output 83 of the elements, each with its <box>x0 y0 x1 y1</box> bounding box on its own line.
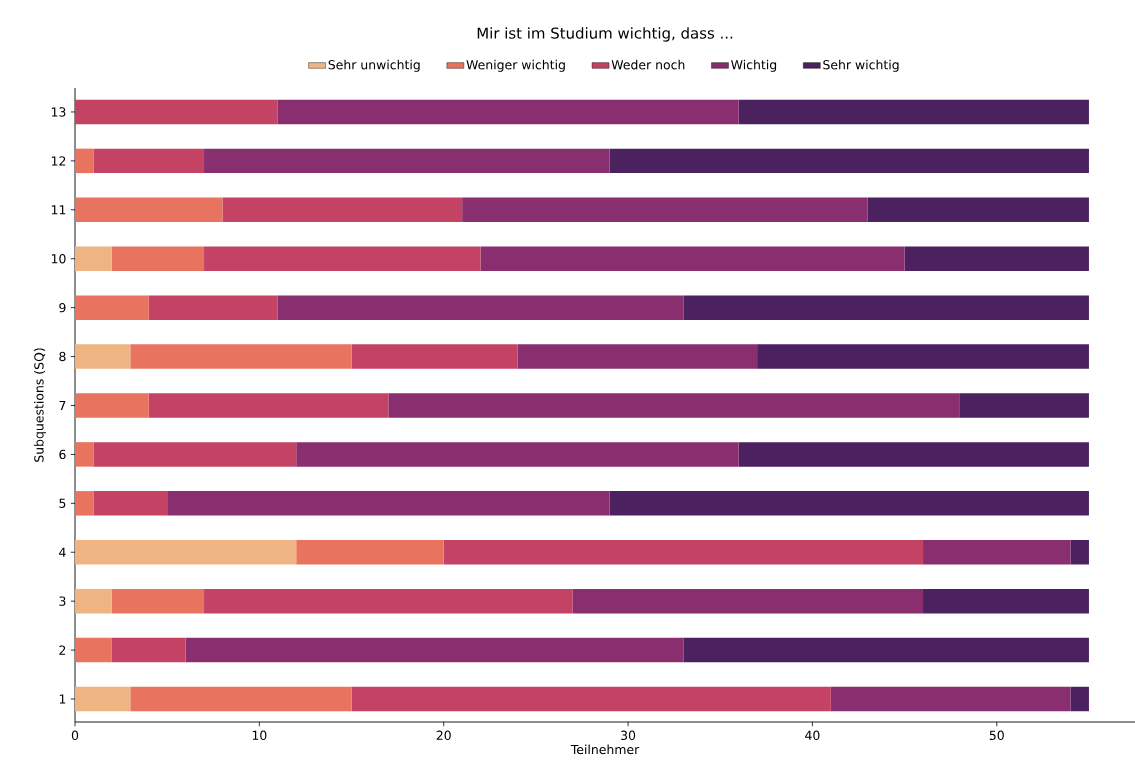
bar <box>75 588 112 614</box>
bar <box>480 246 905 271</box>
legend-label: Wichtig <box>731 59 777 72</box>
y-tick-label: 10 <box>51 254 66 264</box>
bar <box>75 540 297 565</box>
bar <box>572 588 924 614</box>
y-tick-label: 3 <box>59 596 66 606</box>
y-axis-title: Subquestions (SQ) <box>33 348 47 462</box>
bar <box>93 148 205 174</box>
bar <box>111 637 186 663</box>
x-axis-title: Teilnehmer <box>570 744 640 755</box>
bar <box>75 246 112 271</box>
bar <box>959 393 1089 418</box>
y-tick-label: 4 <box>59 547 66 557</box>
bar <box>296 540 444 565</box>
bar <box>130 686 352 712</box>
bar <box>388 393 960 418</box>
bar <box>683 295 1089 320</box>
bar <box>923 588 1089 614</box>
bar <box>75 99 278 125</box>
bar <box>75 491 94 516</box>
bar <box>75 197 223 223</box>
bar <box>609 148 1089 174</box>
bar <box>757 344 1089 369</box>
bar <box>609 491 1089 516</box>
bar <box>111 588 205 614</box>
bar <box>148 393 389 418</box>
bar <box>443 540 924 565</box>
y-tick-label: 9 <box>59 302 66 313</box>
bar <box>93 491 168 516</box>
legend-label: Sehr unwichtig <box>328 59 420 72</box>
y-tick-label: 2 <box>59 645 66 655</box>
bar <box>904 246 1089 271</box>
bar <box>111 246 205 271</box>
bar <box>130 344 352 369</box>
bar <box>683 637 1089 663</box>
x-tick-label: 40 <box>805 730 820 741</box>
bar <box>204 588 573 614</box>
bar <box>517 344 758 369</box>
bar <box>351 344 518 369</box>
bar <box>93 442 297 467</box>
x-tick-label: 0 <box>71 730 79 741</box>
bar <box>75 148 94 174</box>
bar <box>75 295 149 320</box>
bar <box>277 295 684 320</box>
bar <box>75 686 131 712</box>
bar <box>1070 540 1089 565</box>
bar <box>75 393 149 418</box>
bar <box>830 686 1071 712</box>
x-tick-label: 20 <box>436 730 451 741</box>
bar <box>277 99 739 125</box>
bar <box>75 637 112 663</box>
legend-label: Weniger wichtig <box>466 59 565 72</box>
y-tick-label: 1 <box>59 694 66 704</box>
legend-label: Weder noch <box>611 59 685 70</box>
bar <box>296 442 739 467</box>
bar <box>75 344 131 369</box>
bar <box>167 491 610 516</box>
bar <box>1070 686 1089 712</box>
bar <box>867 197 1089 223</box>
y-tick-label: 11 <box>51 205 66 215</box>
y-tick-label: 8 <box>59 351 66 362</box>
bar <box>185 637 684 663</box>
x-tick-label: 10 <box>252 730 267 741</box>
x-tick-label: 30 <box>621 730 636 741</box>
y-tick-label: 6 <box>59 449 66 460</box>
bar <box>148 295 278 320</box>
y-tick-label: 13 <box>51 107 66 117</box>
bar <box>738 442 1089 467</box>
x-tick-label: 50 <box>989 730 1004 741</box>
bar <box>75 442 94 467</box>
bar <box>351 686 831 712</box>
bar <box>738 99 1089 125</box>
legend-label: Sehr wichtig <box>823 59 899 72</box>
bar <box>204 246 481 271</box>
y-tick-label: 12 <box>51 156 66 166</box>
bar <box>204 148 610 174</box>
bar <box>222 197 463 223</box>
y-tick-label: 7 <box>59 400 66 411</box>
chart-title: Mir ist im Studium wichtig, dass ... <box>477 27 733 42</box>
bar <box>462 197 868 223</box>
y-tick-label: 5 <box>59 498 66 508</box>
bar <box>923 540 1071 565</box>
